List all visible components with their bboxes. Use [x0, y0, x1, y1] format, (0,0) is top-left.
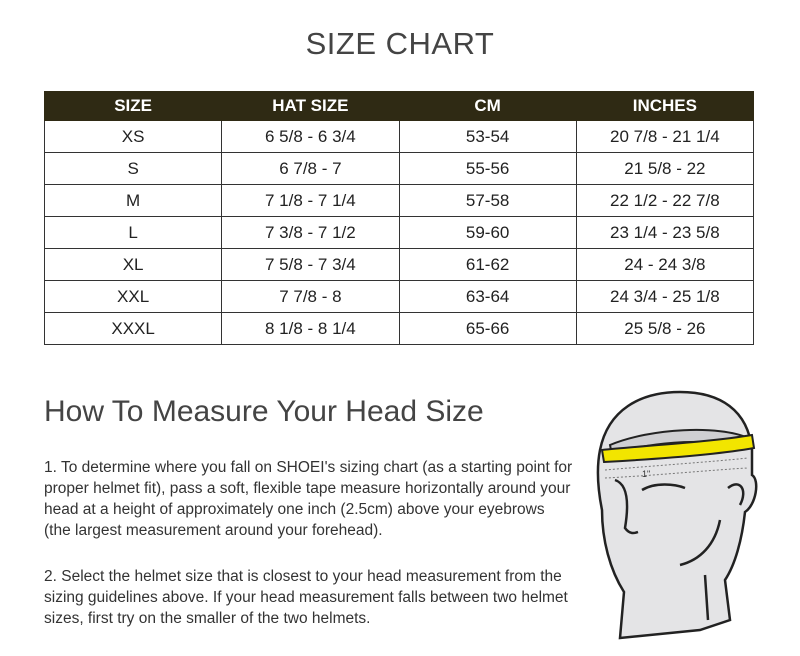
cell-cm: 65-66 [398, 312, 577, 345]
table-row: XXL 7 7/8 - 8 63-64 24 3/4 - 25 1/8 [43, 280, 755, 313]
cell-inches: 25 5/8 - 26 [575, 312, 755, 345]
cell-size: L [43, 216, 223, 249]
cell-cm: 55-56 [398, 152, 577, 185]
header-inches: INCHES [575, 91, 755, 121]
measure-heading: How To Measure Your Head Size [44, 395, 484, 428]
cell-inches: 24 - 24 3/8 [575, 248, 755, 281]
cell-cm: 63-64 [398, 280, 577, 313]
size-chart-table: SIZE HAT SIZE CM INCHES XS 6 5/8 - 6 3/4 5… [43, 91, 755, 345]
measure-step-2: 2. Select the helmet size that is closes… [44, 568, 568, 627]
cell-size: XXL [43, 280, 223, 313]
cell-size: XS [43, 120, 223, 153]
header-size: SIZE [43, 91, 223, 121]
cell-size: S [43, 152, 223, 185]
cell-cm: 57-58 [398, 184, 577, 217]
cell-hat-size: 8 1/8 - 8 1/4 [221, 312, 400, 345]
cell-hat-size: 7 3/8 - 7 1/2 [221, 216, 400, 249]
one-inch-label: 1" [642, 469, 650, 479]
cell-inches: 20 7/8 - 21 1/4 [575, 120, 755, 153]
cell-size: XL [43, 248, 223, 281]
header-hat-size: HAT SIZE [221, 91, 400, 121]
cell-hat-size: 6 5/8 - 6 3/4 [221, 120, 400, 153]
table-row: XXXL 8 1/8 - 8 1/4 65-66 25 5/8 - 26 [43, 312, 755, 345]
measure-step-1: 1. To determine where you fall on SHOEI'… [44, 459, 573, 539]
header-cm: CM [398, 91, 577, 121]
measure-guide-lines [604, 457, 749, 479]
cell-hat-size: 7 7/8 - 8 [221, 280, 400, 313]
cell-inches: 23 1/4 - 23 5/8 [575, 216, 755, 249]
cell-hat-size: 6 7/8 - 7 [221, 152, 400, 185]
table-row: XS 6 5/8 - 6 3/4 53-54 20 7/8 - 21 1/4 [43, 120, 755, 153]
cell-hat-size: 7 5/8 - 7 3/4 [221, 248, 400, 281]
cell-cm: 59-60 [398, 216, 577, 249]
cell-cm: 61-62 [398, 248, 577, 281]
cell-cm: 53-54 [398, 120, 577, 153]
cell-size: M [43, 184, 223, 217]
head-measurement-illustration: 1" [596, 390, 758, 640]
tape-measure-icon [600, 433, 756, 464]
cell-inches: 22 1/2 - 22 7/8 [575, 184, 755, 217]
cell-inches: 24 3/4 - 25 1/8 [575, 280, 755, 313]
table-header-row: SIZE HAT SIZE CM INCHES [43, 91, 755, 121]
cell-inches: 21 5/8 - 22 [575, 152, 755, 185]
page-title: SIZE CHART [305, 26, 495, 61]
cell-hat-size: 7 1/8 - 7 1/4 [221, 184, 400, 217]
cell-size: XXXL [43, 312, 223, 345]
table-row: XL 7 5/8 - 7 3/4 61-62 24 - 24 3/8 [43, 248, 755, 281]
head-outline [596, 390, 758, 640]
face-features [614, 478, 745, 621]
